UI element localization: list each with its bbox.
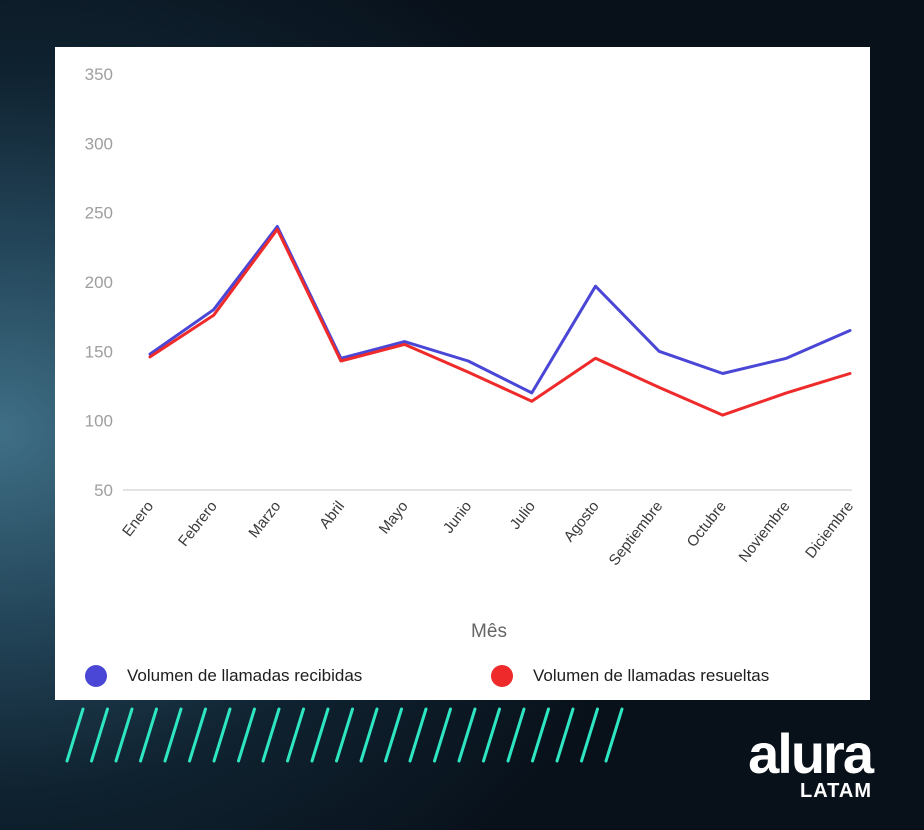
stripe — [188, 707, 207, 763]
x-axis-ticks: Enero Febrero Marzo Abril Mayo Junio Julio Agos… — [119, 498, 857, 569]
x-tick-label: Abril — [316, 498, 348, 532]
x-tick-label: Septiembre — [606, 498, 667, 569]
legend: Volumen de llamadas recibidas Volumen de … — [55, 659, 870, 695]
series-line — [148, 227, 852, 417]
x-tick-label: Noviembre — [735, 498, 793, 566]
x-tick-label: Julio — [507, 498, 539, 533]
brand-name: alura — [748, 722, 874, 785]
x-tick-label: Diciembre — [802, 498, 857, 562]
brand-logo: alura LATAM — [748, 722, 874, 803]
series-lines — [148, 225, 852, 417]
legend-label: Volumen de llamadas resueltas — [533, 666, 770, 685]
stripe — [433, 707, 452, 763]
y-tick-label: 100 — [85, 412, 113, 431]
x-tick-label: Febrero — [175, 498, 221, 550]
stripe — [65, 707, 85, 763]
legend-item: Volumen de llamadas resueltas — [491, 665, 769, 687]
stripe — [359, 707, 379, 763]
x-tick-label: Agosto — [560, 498, 602, 545]
y-tick-label: 200 — [85, 273, 113, 292]
x-tick-label: Junio — [440, 498, 475, 537]
line-chart: 50 100 150 200 250 300 350 Enero Febrero Marzo Ab… — [85, 65, 858, 642]
y-tick-label: 50 — [94, 481, 113, 500]
stripe — [237, 707, 256, 763]
x-tick-label: Enero — [119, 498, 157, 540]
stripe — [163, 707, 183, 763]
stripe — [580, 707, 599, 763]
x-axis-title: Mês — [471, 621, 507, 642]
stripe — [261, 707, 281, 763]
y-tick-label: 300 — [85, 134, 113, 153]
stripe — [531, 707, 550, 763]
stripe — [212, 707, 232, 763]
stripe — [506, 707, 526, 763]
chart-card: 50 100 150 200 250 300 350 Enero Febrero Marzo Ab… — [55, 47, 870, 700]
y-axis-ticks: 50 100 150 200 250 300 350 — [85, 65, 113, 500]
y-tick-label: 150 — [85, 342, 113, 361]
brand-subtitle: LATAM — [799, 780, 872, 802]
stripe — [90, 707, 109, 763]
x-tick-label: Marzo — [245, 498, 284, 541]
legend-item: Volumen de llamadas recibidas — [85, 665, 362, 687]
stripe — [555, 707, 575, 763]
stripe — [310, 707, 330, 763]
series-line — [148, 225, 852, 395]
stripe — [604, 707, 624, 763]
decorative-stripes — [65, 707, 624, 763]
y-tick-label: 250 — [85, 204, 113, 223]
stripe — [335, 707, 354, 763]
stripe — [408, 707, 428, 763]
legend-label: Volumen de llamadas recibidas — [127, 666, 363, 685]
x-tick-label: Mayo — [376, 498, 412, 537]
y-tick-label: 350 — [85, 65, 113, 84]
stripe — [286, 707, 305, 763]
stripe — [457, 707, 477, 763]
legend-marker — [85, 665, 107, 687]
x-tick-label: Octubre — [684, 498, 730, 551]
stripe — [114, 707, 134, 763]
legend-marker — [491, 665, 513, 687]
stripe — [384, 707, 403, 763]
stripe — [139, 707, 158, 763]
stripe — [482, 707, 501, 763]
